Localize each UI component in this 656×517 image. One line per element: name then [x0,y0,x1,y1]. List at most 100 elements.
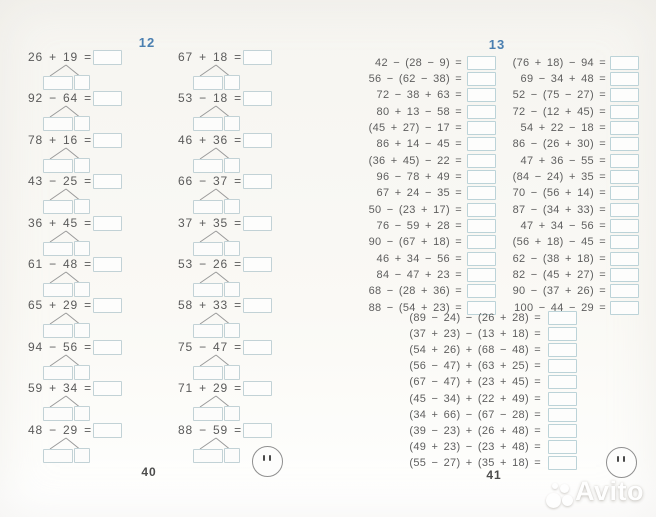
expression-text: (84 − 24) + 35 = [512,171,606,183]
problem-with-decomposition: 78 + 16 = [28,133,158,174]
problem-with-decomposition: 75 − 47 = [178,340,308,381]
answer-box [548,392,577,406]
problem-with-decomposition: 61 − 48 = [28,257,158,298]
smiley-face-icon [606,447,637,478]
answer-box [610,219,639,233]
part-box-small [74,448,90,463]
decomposition-branch-lines [199,271,230,284]
answer-box [467,284,496,298]
expression-text: 78 + 16 = [28,133,92,147]
part-box-small [224,75,240,90]
expression-text: (76 + 18) − 94 = [512,57,606,69]
answer-box [610,252,639,266]
expression-text: (45 + 27) − 17 = [368,122,462,134]
answer-box [93,91,122,106]
part-box-small [224,448,240,463]
expression-text: 36 + 45 = [28,216,92,230]
answer-box [610,154,639,168]
expression-text: (55 − 27) + (35 + 18) = [409,457,541,469]
problem-with-decomposition: 53 − 26 = [178,257,308,298]
expression-text: (34 + 66) − (67 − 28) = [409,409,541,421]
answer-box [467,56,496,70]
problem-with-decomposition: 48 − 29 = [28,423,158,464]
answer-box [467,170,496,184]
answer-box [243,257,272,272]
decomposition-branch-lines [199,354,230,367]
decomposition-branch-lines [49,147,80,160]
problem-with-decomposition: 37 + 35 = [178,216,308,257]
decomposition-branch-lines [199,64,230,77]
expression-text: 72 − 38 + 63 = [376,89,462,101]
problem-with-decomposition: 46 + 36 = [178,133,308,174]
expression-text: 66 − 37 = [178,174,242,188]
answer-box [93,133,122,148]
answer-box [93,174,122,189]
answer-box [610,284,639,298]
part-box-large [43,159,73,173]
decomposition-branch-lines [199,395,230,408]
answer-box [243,381,272,396]
expression-text: 86 − (26 + 30) = [512,138,606,150]
part-box-large [43,200,73,214]
expression-text: 43 − 25 = [28,174,92,188]
problem-with-decomposition: 94 − 56 = [28,340,158,381]
smiley-eye [263,455,266,461]
part-box-large [193,407,223,421]
expression-text: 90 − (37 + 26) = [512,285,606,297]
part-box-large [43,449,73,463]
problem-with-decomposition: 71 + 29 = [178,381,308,422]
part-box-large [193,283,223,297]
expression-text: (45 − 34) + (22 + 49) = [409,393,541,405]
part-box-large [43,366,73,380]
expression-text: 86 + 14 − 45 = [376,138,462,150]
expression-text: 46 + 34 − 56 = [376,253,462,265]
expression-text: 37 + 35 = [178,216,242,230]
answer-box [548,327,577,341]
part-box-small [224,199,240,214]
decomposition-branch-lines [199,147,230,160]
answer-box [610,170,639,184]
answer-box [467,203,496,217]
problem-with-decomposition: 65 + 29 = [28,298,158,339]
answer-box [243,50,272,65]
expression-text: 94 − 56 = [28,340,92,354]
expression-text: 59 + 34 = [28,381,92,395]
answer-box [243,133,272,148]
answer-box [467,219,496,233]
part-box-small [74,365,90,380]
decomposition-branch-lines [49,437,80,450]
expression-text: 46 + 36 = [178,133,242,147]
avito-watermark: Avito [544,474,656,514]
part-box-small [74,75,90,90]
expression-text: 80 + 13 − 58 = [376,106,462,118]
answer-box [610,186,639,200]
smiley-face-icon [252,446,283,477]
problem-with-decomposition: 58 + 33 = [178,298,308,339]
answer-box [548,311,577,325]
answer-box [93,423,122,438]
part-box-small [74,241,90,256]
expression-text: 48 − 29 = [28,423,92,437]
avito-logo-icon [546,480,574,510]
expression-text: 92 − 64 = [28,91,92,105]
answer-box [467,252,496,266]
left-page-header: 12 [138,35,156,50]
decomposition-branch-lines [199,188,230,201]
part-box-small [224,241,240,256]
part-box-small [74,199,90,214]
answer-box [610,268,639,282]
decomposition-branch-lines [49,271,80,284]
decomposition-branch-lines [49,312,80,325]
answer-box [610,235,639,249]
avito-wordmark: Avito [575,476,644,506]
decomposition-branch-lines [49,105,80,118]
part-box-large [43,76,73,90]
answer-box [467,72,496,86]
expression-text: 96 − 78 + 49 = [376,171,462,183]
decomposition-branch-lines [199,105,230,118]
expression-text: 70 − (56 + 14) = [512,187,606,199]
answer-box [243,91,272,106]
problem-with-decomposition: 67 + 18 = [178,50,308,91]
expression-text: 47 + 34 − 56 = [520,220,606,232]
expression-text: 53 − 26 = [178,257,242,271]
